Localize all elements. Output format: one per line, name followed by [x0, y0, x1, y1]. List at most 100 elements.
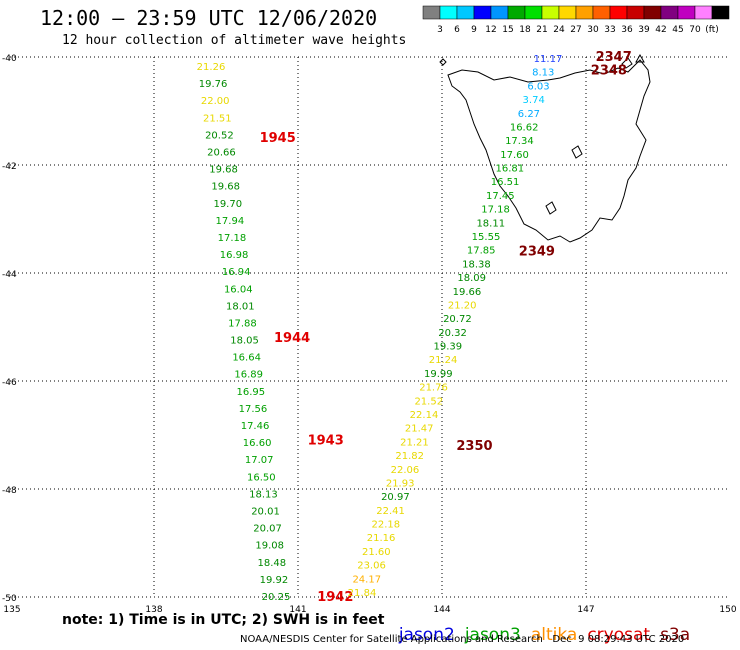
colorbar-swatch — [439, 5, 458, 20]
swh-value: 18.13 — [249, 489, 278, 500]
pass-time-label: 1942 — [317, 590, 353, 605]
swh-value: 20.72 — [443, 314, 472, 325]
swh-value: 18.11 — [476, 218, 505, 229]
swh-value: 18.01 — [226, 301, 255, 312]
map-title: 12:00 – 23:59 UTC 12/06/2020 — [40, 6, 378, 30]
swh-value: 23.06 — [357, 561, 386, 572]
coastline-islet-3 — [439, 58, 447, 66]
colorbar-label: 3 — [437, 25, 443, 35]
legend-altika: altika — [530, 625, 578, 645]
coastline-islet-2 — [621, 57, 633, 69]
colorbar-swatch — [524, 5, 543, 20]
swh-value: 19.08 — [255, 541, 284, 552]
swh-value: 16.98 — [220, 250, 249, 261]
swh-value: 19.92 — [260, 575, 289, 586]
swh-value: 21.60 — [362, 547, 391, 558]
swh-value: 20.66 — [207, 147, 236, 158]
swh-value: 16.64 — [232, 353, 261, 364]
swh-value: 21.82 — [395, 451, 424, 462]
legend-cryosat: cryosat — [587, 625, 651, 645]
grid-lines — [10, 56, 730, 598]
swh-value: 20.52 — [205, 130, 234, 141]
swh-value: 18.48 — [257, 558, 286, 569]
colorbar-swatch — [422, 5, 441, 20]
swh-value: 16.81 — [496, 164, 525, 175]
swh-value: 19.39 — [434, 342, 463, 353]
swh-value: 21.21 — [400, 437, 429, 448]
legend-jason2: jason2 — [398, 625, 455, 645]
map-subtitle: 12 hour collection of altimeter wave hei… — [62, 33, 407, 48]
swh-value: 17.18 — [481, 205, 510, 216]
swh-value: 24.17 — [352, 574, 381, 585]
swh-value: 16.95 — [237, 387, 266, 398]
swh-value: 18.05 — [230, 336, 259, 347]
swh-value: 21.16 — [367, 533, 396, 544]
swh-value: 17.94 — [216, 216, 245, 227]
colorbar-swatch — [490, 5, 509, 20]
colorbar-label: (ft) — [705, 25, 719, 35]
colorbar: 3 6 9 12 15 18 21 24 27 30 33 36 39 42 45 70 (ft) — [422, 5, 730, 35]
coastline-tasmania — [447, 59, 651, 243]
swh-value: 18.09 — [457, 273, 486, 284]
coastline-islet-4 — [571, 145, 583, 159]
swh-value: 21.93 — [386, 478, 415, 489]
swh-value: 21.76 — [419, 383, 448, 394]
swh-value: 17.45 — [486, 191, 515, 202]
colorbar-swatch — [592, 5, 611, 20]
satellite-legend: jason2 jason3 altika cryosat s3a — [388, 605, 700, 645]
swh-value: 16.60 — [243, 438, 272, 449]
swh-value: 16.50 — [247, 472, 276, 483]
lat-tick-label: -50 — [2, 594, 17, 604]
colorbar-label: 6 — [454, 25, 460, 35]
colorbar-swatch — [694, 5, 713, 20]
swh-value: 19.66 — [453, 287, 482, 298]
swh-value: 17.56 — [239, 404, 268, 415]
pass-time-label: 1943 — [308, 433, 344, 448]
colorbar-label: 15 — [502, 25, 513, 35]
colorbar-swatch — [660, 5, 679, 20]
colorbar-label: 18 — [519, 25, 531, 35]
pass-time-label: 2347 — [596, 50, 632, 65]
swh-value: 20.07 — [253, 524, 282, 535]
swh-value: 21.24 — [429, 355, 458, 366]
colorbar-label: 12 — [485, 25, 496, 35]
swh-value: 20.97 — [381, 492, 410, 503]
swh-value: 21.47 — [405, 424, 434, 435]
pass-time-label: 2348 — [591, 64, 627, 79]
coastline-islet-5 — [545, 201, 557, 215]
swh-value: 17.85 — [467, 246, 496, 257]
swh-value: 22.14 — [410, 410, 439, 421]
swh-value: 19.70 — [213, 199, 242, 210]
swh-value: 16.51 — [491, 177, 520, 188]
swh-value: 22.18 — [372, 520, 401, 531]
swh-value: 15.55 — [472, 232, 501, 243]
pass-time-label: 2349 — [519, 244, 555, 259]
swh-value: 20.25 — [262, 592, 291, 603]
colorbar-label: 39 — [638, 25, 650, 35]
swh-value: 21.51 — [203, 113, 232, 124]
colorbar-label: 33 — [604, 25, 615, 35]
swh-value: 3.74 — [523, 95, 545, 106]
swh-value: 17.18 — [218, 233, 247, 244]
swh-value: 21.52 — [414, 396, 443, 407]
colorbar-label: 24 — [553, 25, 565, 35]
swh-value: 16.62 — [510, 122, 539, 133]
footnote: note: 1) Time is in UTC; 2) SWH is in fe… — [62, 612, 385, 628]
swh-value: 17.34 — [505, 136, 534, 147]
colorbar-label: 42 — [655, 25, 666, 35]
colorbar-swatch — [677, 5, 696, 20]
swh-value: 20.01 — [251, 507, 280, 518]
colorbar-label: 30 — [587, 25, 599, 35]
swh-value: 22.06 — [391, 465, 420, 476]
colorbar-swatch — [711, 5, 730, 20]
colorbar-label: 36 — [621, 25, 633, 35]
colorbar-swatch — [473, 5, 492, 20]
swh-value: 19.99 — [424, 369, 453, 380]
pass-time-label: 1945 — [260, 131, 296, 146]
swh-value: 17.60 — [500, 150, 529, 161]
swh-value: 16.89 — [234, 370, 263, 381]
lon-tick-label: 150 — [719, 605, 736, 615]
colorbar-swatch — [456, 5, 475, 20]
